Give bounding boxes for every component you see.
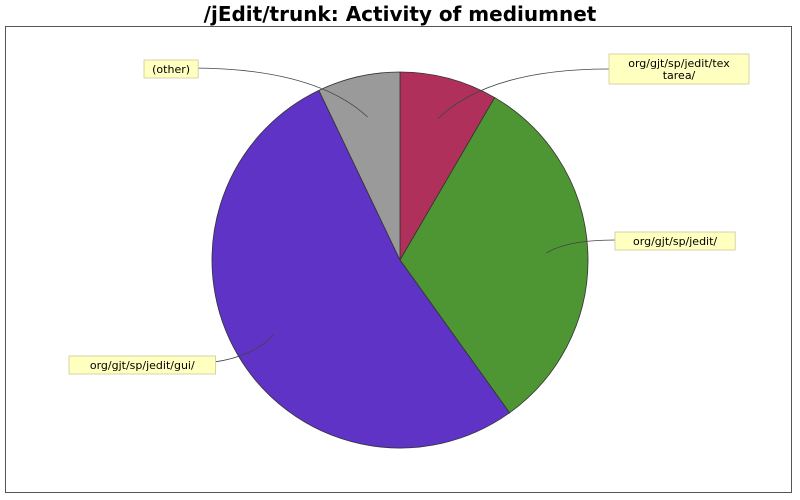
slice-label: org/gjt/sp/jedit/ — [614, 231, 736, 251]
slice-label-text: (other) — [152, 63, 190, 76]
slice-label-text: org/gjt/sp/jedit/ — [633, 235, 717, 248]
pie-slice — [399, 97, 589, 414]
slice-label-box — [608, 53, 750, 85]
slice-label-text: org/gjt/sp/jedit/tex — [628, 57, 730, 70]
label-leaders — [183, 67, 616, 365]
slice-label-box — [143, 59, 199, 79]
chart-title: /jEdit/trunk: Activity of mediumnet — [203, 2, 597, 26]
pie-slices — [211, 71, 589, 449]
slice-label-box — [68, 355, 217, 375]
label-leader-line — [190, 67, 368, 118]
pie-slice — [399, 71, 496, 262]
slice-label-text: tarea/ — [663, 69, 696, 82]
slice-label: org/gjt/sp/jedit/gui/ — [68, 355, 217, 375]
slice-label-box — [614, 231, 736, 251]
slice-label-text: org/gjt/sp/jedit/gui/ — [90, 359, 195, 372]
slice-label: (other) — [143, 59, 199, 79]
label-leader-line — [437, 68, 610, 119]
pie-slice — [211, 89, 511, 449]
slice-labels: org/gjt/sp/jedit/textarea/org/gjt/sp/jed… — [68, 53, 750, 375]
label-leader-line — [546, 239, 616, 254]
pie-slice — [318, 71, 401, 261]
